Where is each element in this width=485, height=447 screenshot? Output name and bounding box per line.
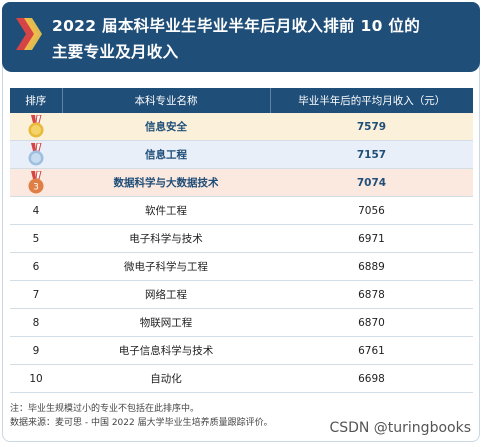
major-cell: 电子科学与技术 [62, 224, 270, 253]
major-cell: 自动化 [62, 364, 270, 393]
income-cell: 7056 [270, 196, 473, 225]
column-header-rank: 排序 [10, 88, 63, 113]
major-cell: 物联网工程 [62, 308, 270, 337]
table-row: 6 微电子科学与工程 6889 [10, 252, 473, 281]
rank-cell: 4 [10, 196, 62, 225]
income-cell: 6870 [270, 308, 473, 337]
major-cell: 数据科学与大数据技术 [62, 168, 270, 197]
major-cell: 信息工程 [62, 140, 270, 169]
decorative-chevron-icon [16, 18, 42, 50]
table-row: 7 网络工程 6878 [10, 280, 473, 309]
income-cell: 7074 [270, 168, 473, 197]
table-row: 10 自动化 6698 [10, 364, 473, 393]
rank-cell: 7 [10, 280, 62, 309]
rank-cell [10, 140, 62, 169]
income-cell: 6761 [270, 336, 473, 365]
page-title-line-1: 2022 届本科毕业生毕业半年后月收入排前 10 位的 [52, 17, 420, 35]
rank-cell: 9 [10, 336, 62, 365]
rank-cell: 8 [10, 308, 62, 337]
table-row: 4 软件工程 7056 [10, 196, 473, 225]
major-cell: 网络工程 [62, 280, 270, 309]
income-cell: 6889 [270, 252, 473, 281]
table-header-row: 排序 本科专业名称 毕业半年后的平均月收入（元） [10, 88, 473, 113]
table-row: 8 物联网工程 6870 [10, 308, 473, 337]
table-row: 信息安全 7579 [10, 113, 473, 141]
footnotes: 注：毕业生规模过小的专业不包括在此排序中。 数据来源：麦可思 - 中国 2022… [10, 402, 273, 430]
footnote-exclusion: 注：毕业生规模过小的专业不包括在此排序中。 [10, 404, 200, 414]
major-cell: 微电子科学与工程 [62, 252, 270, 281]
ranking-table: 排序 本科专业名称 毕业半年后的平均月收入（元） 信息安全 7579 [10, 88, 473, 393]
income-cell: 7157 [270, 140, 473, 169]
gold-medal-icon [28, 114, 44, 137]
watermark-text: CSDN @turingbooks [329, 420, 471, 436]
major-cell: 信息安全 [62, 113, 270, 141]
silver-medal-icon [28, 142, 44, 165]
rank-cell [10, 113, 62, 141]
income-cell: 6971 [270, 224, 473, 253]
title-banner: 2022 届本科毕业生毕业半年后月收入排前 10 位的 主要专业及月收入 [2, 2, 480, 72]
rank-cell: 10 [10, 364, 62, 393]
rank-cell: 6 [10, 252, 62, 281]
income-cell: 6698 [270, 364, 473, 393]
table-row: 信息工程 7157 [10, 140, 473, 169]
bronze-medal-icon: 3 [28, 170, 44, 193]
table-row: 5 电子科学与技术 6971 [10, 224, 473, 253]
column-header-major: 本科专业名称 [62, 88, 271, 113]
footnote-source: 数据来源：麦可思 - 中国 2022 届大学毕业生培养质量跟踪评价。 [10, 418, 273, 428]
major-cell: 软件工程 [62, 196, 270, 225]
page-title-line-2: 主要专业及月收入 [52, 43, 179, 61]
medal-rank-number: 3 [33, 182, 39, 192]
major-cell: 电子信息科学与技术 [62, 336, 270, 365]
rank-cell: 5 [10, 224, 62, 253]
column-header-income: 毕业半年后的平均月收入（元） [270, 88, 473, 113]
table-row: 3 数据科学与大数据技术 7074 [10, 168, 473, 197]
table-row: 9 电子信息科学与技术 6761 [10, 336, 473, 365]
income-cell: 7579 [270, 113, 473, 141]
rank-cell: 3 [10, 168, 62, 197]
income-cell: 6878 [270, 280, 473, 309]
